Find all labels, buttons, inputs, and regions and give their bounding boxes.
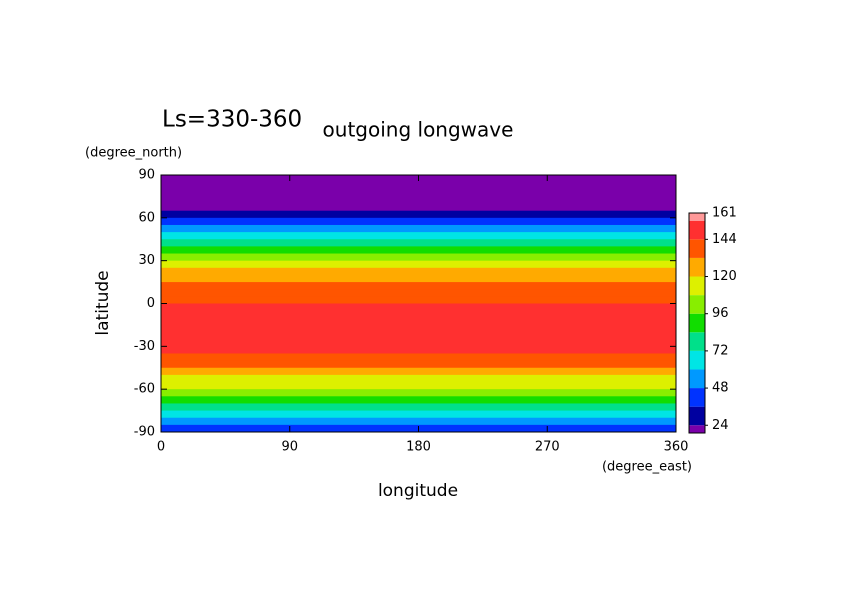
field-band bbox=[161, 410, 676, 419]
field-band bbox=[161, 260, 676, 269]
colorbar-band bbox=[689, 350, 705, 370]
colorbar-band bbox=[689, 425, 705, 433]
field-band bbox=[161, 246, 676, 255]
field-band bbox=[161, 339, 676, 347]
chart-title: outgoing longwave bbox=[323, 118, 514, 142]
colorbar-band bbox=[689, 406, 705, 426]
field-band bbox=[161, 346, 676, 354]
field-band bbox=[161, 217, 676, 226]
field-band bbox=[161, 324, 676, 333]
field-band bbox=[161, 189, 676, 197]
field-band bbox=[161, 374, 676, 383]
colorbar-band bbox=[689, 220, 705, 240]
colorbar-band bbox=[689, 239, 705, 258]
field-band bbox=[161, 360, 676, 369]
colorbar-band bbox=[689, 257, 705, 277]
field-band bbox=[161, 353, 676, 362]
field-band bbox=[161, 182, 676, 190]
y-axis-label: latitude bbox=[93, 270, 113, 335]
field-band bbox=[161, 296, 676, 304]
colorbar-frame bbox=[688, 212, 706, 434]
field-band bbox=[161, 232, 676, 240]
field-band bbox=[161, 310, 676, 319]
y-tick-label: 30 bbox=[138, 253, 155, 268]
colorbar-band bbox=[689, 213, 705, 221]
x-tick-label: 0 bbox=[157, 440, 165, 455]
field-band bbox=[161, 389, 676, 397]
colorbar-band bbox=[689, 313, 705, 333]
x-tick-label: 270 bbox=[535, 440, 560, 455]
field-band bbox=[161, 282, 676, 290]
colorbar-tick-label: 72 bbox=[712, 343, 729, 358]
colorbar-tick-label: 24 bbox=[712, 418, 729, 433]
y-tick-label: -90 bbox=[134, 425, 155, 440]
field-band bbox=[161, 382, 676, 390]
y-tick-label: -60 bbox=[134, 382, 155, 397]
field-band bbox=[161, 239, 676, 247]
colorbar-band bbox=[689, 388, 705, 407]
field-band bbox=[161, 203, 676, 212]
field-band bbox=[161, 224, 676, 233]
field-band bbox=[161, 253, 676, 262]
field-band bbox=[161, 417, 676, 426]
chart-subtitle: Ls=330-360 bbox=[162, 107, 302, 133]
field-band bbox=[161, 367, 676, 376]
field-band bbox=[161, 267, 676, 276]
x-tick-label: 90 bbox=[281, 440, 298, 455]
field-band bbox=[161, 332, 676, 340]
colorbar-band bbox=[689, 332, 705, 351]
colorbar-tick-label: 48 bbox=[712, 381, 729, 396]
colorbar-band bbox=[689, 295, 705, 314]
colorbar-tick-label: 161 bbox=[712, 206, 737, 221]
field-band bbox=[161, 396, 676, 404]
field-band bbox=[161, 210, 676, 219]
colorbar-tick-label: 96 bbox=[712, 306, 729, 321]
y-unit: (degree_north) bbox=[85, 146, 182, 161]
colorbar-tick-label: 144 bbox=[712, 232, 737, 247]
y-tick-label: 0 bbox=[147, 296, 155, 311]
field-band bbox=[161, 403, 676, 412]
field-band bbox=[161, 274, 676, 283]
field-band bbox=[161, 303, 676, 312]
y-tick-label: 60 bbox=[138, 210, 155, 225]
colorbar-tick-label: 120 bbox=[712, 269, 737, 284]
x-axis-label: longitude bbox=[378, 481, 458, 501]
y-tick-label: 90 bbox=[138, 168, 155, 183]
field-band bbox=[161, 289, 676, 297]
field-band bbox=[161, 317, 676, 326]
x-tick-label: 360 bbox=[664, 440, 689, 455]
field-band bbox=[161, 196, 676, 205]
colorbar-band bbox=[689, 369, 705, 389]
x-tick-label: 180 bbox=[406, 440, 431, 455]
colorbar-band bbox=[689, 276, 705, 296]
x-unit: (degree_east) bbox=[602, 460, 692, 475]
y-tick-label: -30 bbox=[134, 339, 155, 354]
